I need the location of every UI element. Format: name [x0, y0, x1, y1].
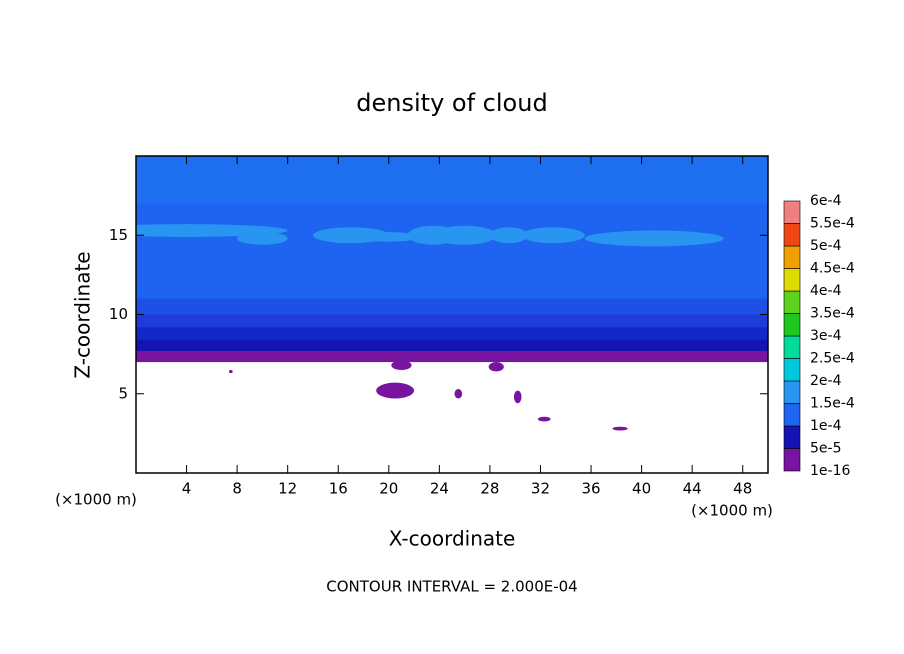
contour-fill — [391, 360, 412, 370]
x-tick-label: 36 — [581, 480, 600, 498]
colorbar-label: 2.5e-4 — [810, 351, 855, 367]
x-tick-label: 28 — [480, 480, 499, 498]
colorbar-swatch — [783, 223, 801, 247]
colorbar-swatch — [783, 425, 801, 449]
colorbar-label: 5e-5 — [810, 441, 841, 457]
x-tick-label: 44 — [683, 480, 702, 498]
y-tick-label: 5 — [118, 384, 128, 402]
colorbar-swatch — [783, 358, 801, 382]
colorbar-label: 1e-4 — [810, 418, 842, 434]
colorbar-swatch — [783, 380, 801, 404]
x-tick-label: 24 — [430, 480, 449, 498]
chart-title: density of cloud — [356, 89, 547, 117]
x-unit: (×1000 m) — [691, 502, 773, 520]
contour-fill — [136, 339, 768, 351]
colorbar-swatch — [783, 403, 801, 427]
y-unit: (×1000 m) — [55, 491, 137, 509]
colorbar-swatch — [783, 335, 801, 359]
colorbar-label: 6e-4 — [810, 193, 842, 209]
contour-fill — [454, 388, 463, 399]
contour-fill — [376, 382, 415, 399]
contour-fill — [521, 227, 585, 244]
contour-fill — [513, 390, 522, 404]
colorbar-swatch — [783, 245, 801, 269]
y-tick-label: 10 — [109, 305, 128, 323]
contour-fill — [136, 156, 768, 204]
colorbar-label: 1.5e-4 — [810, 396, 855, 412]
colorbar-swatch — [783, 268, 801, 292]
x-tick-label: 48 — [733, 480, 752, 498]
colorbar-swatch — [783, 448, 801, 472]
x-tick-label: 20 — [379, 480, 398, 498]
contour-fill — [433, 225, 497, 245]
x-tick-label: 32 — [531, 480, 550, 498]
colorbar-label: 5e-4 — [810, 238, 842, 254]
colorbar-label: 3e-4 — [810, 328, 842, 344]
colorbar-label: 1e-16 — [810, 463, 850, 479]
colorbar-swatch — [783, 290, 801, 314]
contour-fill — [228, 369, 233, 374]
x-tick-label: 4 — [182, 480, 192, 498]
y-tick-label: 15 — [109, 226, 128, 244]
contour-field — [136, 156, 768, 431]
contour-fill — [584, 230, 724, 247]
contour-fill — [136, 350, 768, 363]
contour-fill — [537, 416, 551, 422]
contour-fill — [489, 227, 528, 244]
colorbar-label: 3.5e-4 — [810, 306, 855, 322]
y-axis-label: Z-coordinate — [71, 251, 95, 378]
colorbar-label: 5.5e-4 — [810, 216, 855, 232]
colorbar-label: 4.5e-4 — [810, 261, 855, 277]
colorbar-swatch — [783, 200, 801, 224]
x-axis-label: X-coordinate — [389, 527, 516, 551]
contour-fill — [612, 426, 628, 431]
x-tick-label: 40 — [632, 480, 651, 498]
contour-fill — [488, 362, 504, 372]
contour-fill — [237, 232, 288, 245]
x-tick-label: 8 — [232, 480, 242, 498]
x-tick-label: 16 — [329, 480, 348, 498]
contour-fill — [357, 232, 421, 242]
colorbar-label: 2e-4 — [810, 373, 842, 389]
colorbar-swatch — [783, 313, 801, 337]
x-tick-label: 12 — [278, 480, 297, 498]
footer-note: CONTOUR INTERVAL = 2.000E-04 — [326, 578, 577, 596]
colorbar-label: 4e-4 — [810, 283, 842, 299]
